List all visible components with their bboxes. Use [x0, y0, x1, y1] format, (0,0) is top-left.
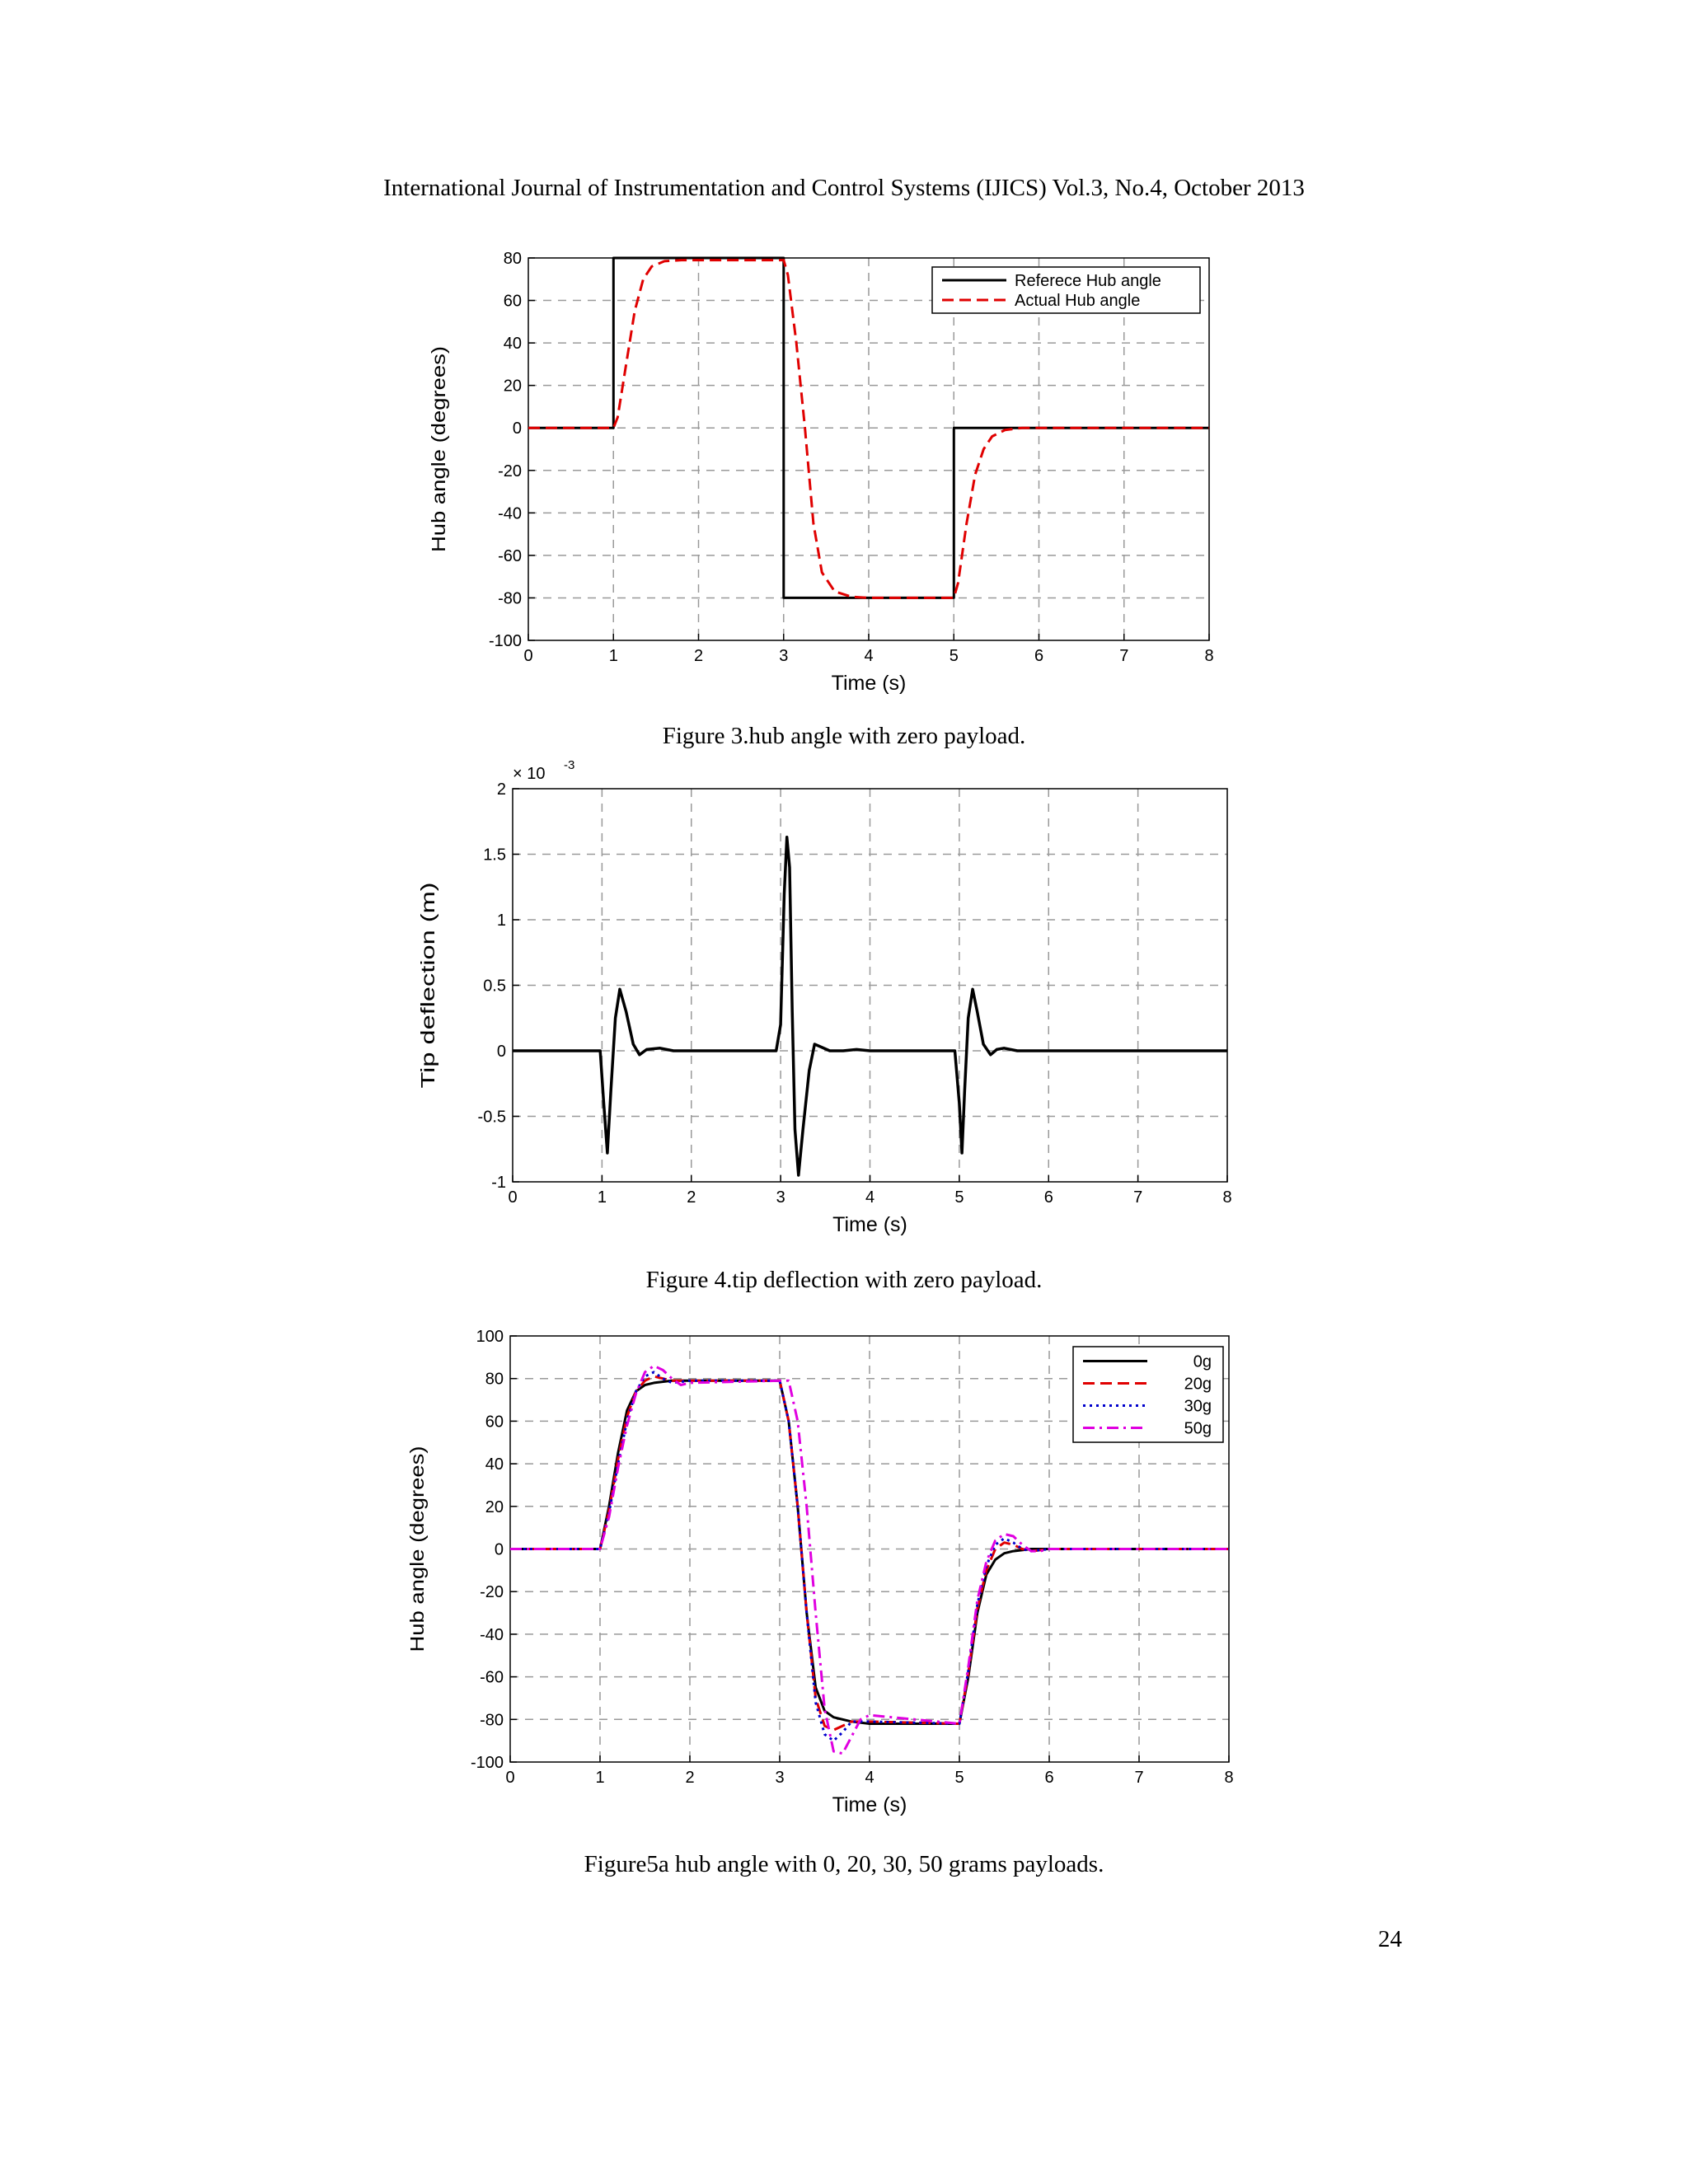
- y-tick-label: -60: [498, 547, 522, 565]
- y-axis-label: Tip deflection (m): [417, 883, 438, 1089]
- figure-5a-caption: Figure5a hub angle with 0, 20, 30, 50 gr…: [584, 1851, 1104, 1877]
- y-tick-label: 60: [485, 1413, 504, 1431]
- y-tick-label: 100: [476, 1328, 504, 1346]
- series-line-30g: [510, 1371, 1229, 1742]
- x-tick-label: 0: [523, 647, 532, 665]
- y-tick-label: 0: [513, 419, 522, 438]
- x-tick-label: 8: [1222, 1188, 1231, 1207]
- figure-3-caption: Figure 3.hub angle with zero payload.: [662, 723, 1026, 749]
- y-tick-label: 0: [497, 1043, 506, 1061]
- x-tick-label: 4: [864, 647, 873, 665]
- x-axis-label: Time (s): [832, 1793, 907, 1816]
- y-tick-label: 40: [485, 1455, 504, 1474]
- legend-box: [931, 266, 1201, 314]
- y-tick-label: 2: [497, 780, 506, 799]
- x-tick-label: 5: [950, 647, 959, 665]
- x-tick-label: 4: [865, 1769, 874, 1787]
- x-tick-label: 3: [776, 1188, 785, 1207]
- y-tick-label: -80: [480, 1711, 504, 1729]
- series-line-actual-hub-angle: [528, 259, 1209, 599]
- x-tick-label: 5: [954, 1188, 964, 1207]
- x-axis-label: Time (s): [832, 672, 907, 695]
- y-tick-label: -0.5: [478, 1108, 506, 1127]
- y-axis-label: Hub angle (degrees): [428, 346, 449, 552]
- series-line-referece-hub-angle: [528, 256, 1209, 599]
- y-tick-label: -80: [498, 589, 522, 607]
- y-multiplier: × 10: [513, 765, 545, 783]
- x-tick-label: 2: [694, 647, 703, 665]
- x-tick-label: 1: [598, 1188, 607, 1207]
- legend-label: 30g: [1184, 1398, 1212, 1416]
- x-tick-label: 5: [954, 1769, 964, 1787]
- x-tick-label: 7: [1119, 647, 1128, 665]
- plot-frame: [528, 257, 1210, 641]
- y-tick-label: -100: [471, 1754, 504, 1772]
- legend-label: 50g: [1184, 1420, 1212, 1438]
- x-tick-label: 6: [1044, 1769, 1053, 1787]
- y-tick-label: -40: [480, 1626, 504, 1644]
- legend-label: Referece Hub angle: [1015, 272, 1161, 290]
- y-tick-label: 40: [504, 335, 522, 353]
- y-tick-label: -20: [480, 1583, 504, 1601]
- x-tick-label: 1: [609, 647, 618, 665]
- y-tick-label: -40: [498, 504, 522, 523]
- legend-label: 20g: [1184, 1376, 1212, 1394]
- x-tick-label: 3: [779, 647, 788, 665]
- plot-frame: [512, 788, 1228, 1183]
- x-tick-label: 0: [508, 1188, 517, 1207]
- x-tick-label: 0: [505, 1769, 514, 1787]
- x-tick-label: 3: [775, 1769, 784, 1787]
- x-tick-label: 8: [1224, 1769, 1233, 1787]
- x-tick-label: 1: [595, 1769, 604, 1787]
- page-number: 24: [1378, 1926, 1402, 1952]
- x-tick-label: 2: [685, 1769, 694, 1787]
- x-tick-label: 7: [1133, 1188, 1142, 1207]
- legend-label: 0g: [1193, 1353, 1212, 1371]
- y-tick-label: 1.5: [483, 846, 506, 865]
- y-multiplier-exponent: -3: [564, 758, 574, 772]
- x-tick-label: 7: [1134, 1769, 1143, 1787]
- y-tick-label: -20: [498, 462, 522, 480]
- y-tick-label: -60: [480, 1669, 504, 1687]
- y-tick-label: 0.5: [483, 977, 506, 996]
- y-tick-label: -100: [489, 632, 522, 650]
- x-tick-label: 2: [687, 1188, 696, 1207]
- journal-header: International Journal of Instrumentation…: [383, 175, 1305, 201]
- x-tick-label: 4: [865, 1188, 874, 1207]
- series-line-0: [513, 836, 1227, 1177]
- y-tick-label: 80: [504, 250, 522, 268]
- series-line-50g: [510, 1364, 1229, 1755]
- x-tick-label: 6: [1044, 1188, 1053, 1207]
- y-tick-label: -1: [491, 1174, 506, 1192]
- y-tick-label: 20: [485, 1498, 504, 1516]
- y-tick-label: 80: [485, 1371, 504, 1389]
- y-tick-label: 60: [504, 293, 522, 311]
- y-tick-label: 20: [504, 377, 522, 396]
- legend-label: Actual Hub angle: [1015, 292, 1140, 310]
- y-tick-label: 1: [497, 912, 506, 930]
- x-tick-label: 8: [1204, 647, 1213, 665]
- legend-box: [1072, 1346, 1224, 1443]
- x-tick-label: 6: [1034, 647, 1043, 665]
- figure-4-caption: Figure 4.tip deflection with zero payloa…: [645, 1267, 1043, 1293]
- series-line-20g: [510, 1375, 1229, 1732]
- y-axis-label: Hub angle (degrees): [406, 1446, 428, 1652]
- y-tick-label: 0: [495, 1541, 504, 1559]
- x-axis-label: Time (s): [832, 1213, 907, 1236]
